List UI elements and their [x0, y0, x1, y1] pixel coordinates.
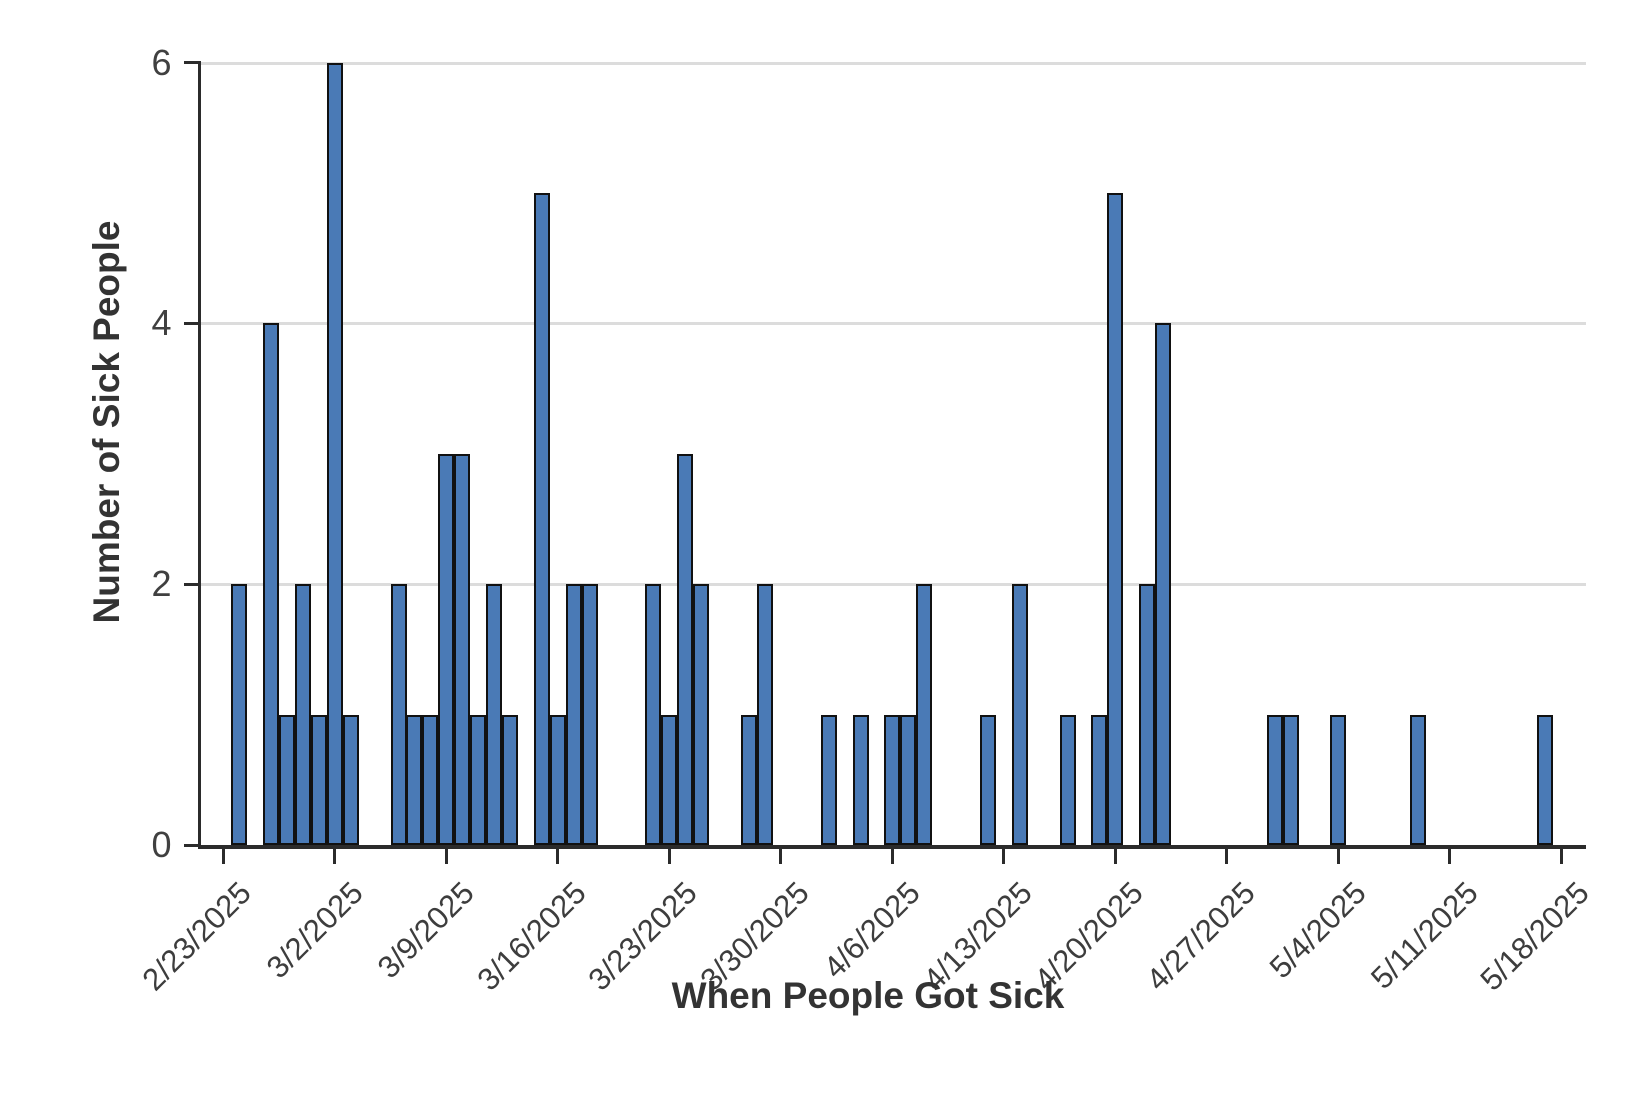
- y-tick-label: 6: [151, 41, 172, 83]
- x-tick-label: 3/2/2025: [259, 875, 370, 986]
- y-tick: [184, 321, 198, 325]
- x-tick: [779, 849, 783, 864]
- gridline-y2: [200, 583, 1586, 587]
- bar-4-23-2025: [1155, 323, 1171, 845]
- x-tick: [1113, 849, 1117, 864]
- x-tick-label: 2/23/2025: [135, 875, 259, 998]
- bar-4-6-2025: [884, 715, 900, 845]
- x-tick: [1448, 849, 1452, 864]
- y-axis-line: [198, 60, 201, 849]
- x-tick-label: 5/4/2025: [1263, 875, 1374, 986]
- x-tick: [890, 849, 894, 864]
- bar-4-2-2025: [821, 715, 837, 845]
- bar-3-24-2025: [677, 454, 693, 845]
- bar-3-6-2025: [391, 584, 407, 845]
- bar-3-29-2025: [757, 584, 773, 845]
- bar-3-23-2025: [661, 715, 677, 845]
- x-tick: [1002, 849, 1006, 864]
- bar-4-14-2025: [1012, 584, 1028, 845]
- bar-3-9-2025: [438, 454, 454, 845]
- bar-4-19-2025: [1091, 715, 1107, 845]
- bar-3-3-2025: [343, 715, 359, 845]
- bar-2-27-2025: [279, 715, 295, 845]
- bar-3-17-2025: [566, 584, 582, 845]
- y-tick: [184, 843, 198, 847]
- bar-4-12-2025: [980, 715, 996, 845]
- bar-3-12-2025: [486, 584, 502, 845]
- bar-3-18-2025: [582, 584, 598, 845]
- y-tick-label: 4: [151, 302, 172, 344]
- bar-2-24-2025: [231, 584, 247, 845]
- bar-4-8-2025: [916, 584, 932, 845]
- gridline-y6: [200, 61, 1586, 65]
- bar-2-28-2025: [295, 584, 311, 845]
- bar-3-2-2025: [327, 63, 343, 845]
- bar-5-9-2025: [1410, 715, 1426, 845]
- bar-3-22-2025: [645, 584, 661, 845]
- x-tick-label: 4/27/2025: [1139, 875, 1262, 998]
- x-axis-title: When People Got Sick: [671, 975, 1065, 1016]
- bar-3-15-2025: [534, 193, 550, 845]
- bar-5-4-2025: [1330, 715, 1346, 845]
- x-tick: [333, 849, 337, 864]
- y-tick-label: 0: [151, 824, 172, 865]
- y-axis-title: Number of Sick People: [86, 220, 127, 624]
- x-tick: [556, 849, 560, 864]
- x-tick: [444, 849, 448, 864]
- x-axis-line: [198, 845, 1586, 849]
- x-tick: [667, 849, 671, 864]
- bar-4-22-2025: [1139, 584, 1155, 845]
- gridline-y4: [200, 322, 1586, 326]
- y-tick: [184, 582, 198, 586]
- bar-3-16-2025: [550, 715, 566, 845]
- bar-3-8-2025: [422, 715, 438, 845]
- bar-3-25-2025: [693, 584, 709, 845]
- y-tick-label: 2: [151, 563, 172, 605]
- bar-2-26-2025: [263, 323, 279, 845]
- bar-5-1-2025: [1283, 715, 1299, 845]
- x-tick: [1336, 849, 1340, 864]
- bar-4-20-2025: [1107, 193, 1123, 845]
- x-tick-label: 4/6/2025: [817, 875, 928, 986]
- bar-3-13-2025: [502, 715, 518, 845]
- bar-3-11-2025: [470, 715, 486, 845]
- bar-4-17-2025: [1060, 715, 1076, 845]
- x-tick: [1559, 849, 1563, 864]
- bar-4-7-2025: [900, 715, 916, 845]
- bar-3-28-2025: [741, 715, 757, 845]
- x-tick-label: 5/11/2025: [1364, 875, 1485, 996]
- bar-3-10-2025: [454, 454, 470, 845]
- bar-3-7-2025: [406, 715, 422, 845]
- x-tick-label: 3/16/2025: [470, 875, 593, 998]
- x-tick-label: 3/9/2025: [370, 875, 482, 986]
- bar-4-30-2025: [1267, 715, 1283, 845]
- bar-5-17-2025: [1537, 715, 1553, 845]
- x-tick-label: 5/18/2025: [1473, 875, 1597, 998]
- x-tick: [1225, 849, 1229, 864]
- bar-3-1-2025: [311, 715, 327, 845]
- x-tick: [221, 849, 225, 864]
- bar-4-4-2025: [853, 715, 869, 845]
- y-tick: [184, 61, 198, 65]
